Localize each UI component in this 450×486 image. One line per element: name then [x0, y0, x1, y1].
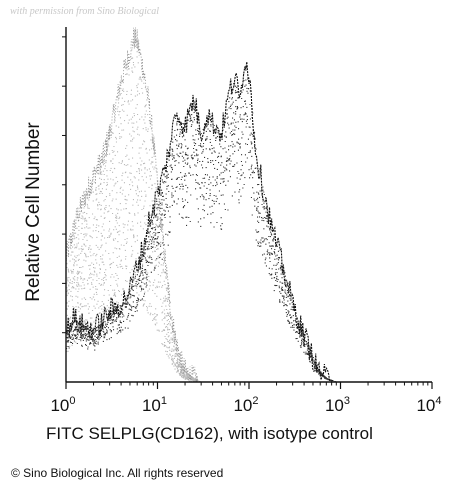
x-tick-label: 102: [233, 395, 258, 415]
x-tick-label: 101: [142, 395, 167, 415]
histogram-series-2-trace: [65, 61, 432, 383]
y-axis-label: Relative Cell Number: [23, 122, 44, 302]
watermark: with permission from Sino Biological: [10, 6, 160, 17]
histogram-series-2-stipple: [66, 66, 332, 382]
histogram-series-1: [65, 27, 202, 383]
x-tick-label: 103: [325, 395, 350, 415]
copyright-notice: © Sino Biological Inc. All rights reserv…: [11, 466, 224, 480]
x-tick-label: 104: [416, 395, 441, 415]
histogram-series-2: [65, 61, 432, 383]
histogram-series-1-trace: [65, 27, 202, 383]
x-axis-label: FITC SELPLG(CD162), with isotype control: [46, 424, 373, 443]
histogram-series-1-stipple: [66, 39, 199, 382]
x-tick-label: 100: [50, 395, 75, 415]
